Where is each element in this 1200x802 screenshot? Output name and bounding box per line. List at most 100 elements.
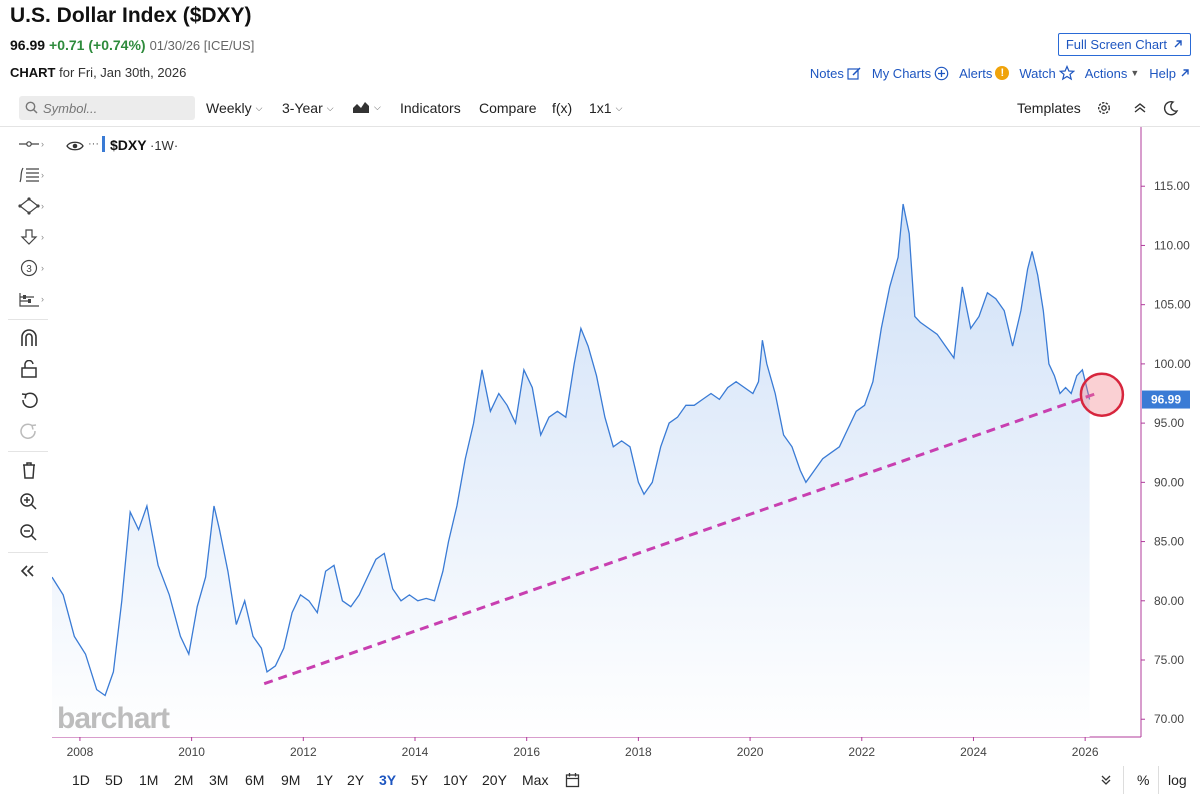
zoom-out-tool[interactable] — [18, 521, 48, 543]
function-button[interactable]: f(x) — [552, 100, 573, 116]
compare-button[interactable]: Compare — [479, 100, 537, 116]
notes-link[interactable]: Notes — [810, 66, 862, 81]
chevron-down-icon: ⌵ — [326, 102, 334, 113]
range-20y[interactable]: 20Y — [482, 772, 507, 788]
x-tick-label: 2018 — [625, 745, 652, 759]
range-10y[interactable]: 10Y — [443, 772, 468, 788]
trend-line[interactable] — [263, 392, 1097, 686]
line-tool[interactable]: › — [18, 133, 48, 155]
range-1y[interactable]: 1Y — [316, 772, 334, 788]
magnet-tool[interactable] — [18, 327, 48, 349]
range-2y[interactable]: 2Y — [347, 772, 365, 788]
fib-tool[interactable]: › — [18, 164, 48, 186]
shape-diamond-icon — [18, 197, 40, 215]
redo-tool[interactable] — [18, 420, 48, 442]
toolbar-divider — [8, 552, 48, 553]
chart-type-dropdown[interactable]: ⌵ — [352, 100, 381, 114]
log-toggle[interactable]: log — [1168, 772, 1187, 788]
svg-text:3: 3 — [26, 264, 32, 275]
full-screen-label: Full Screen Chart — [1065, 37, 1167, 52]
y-tick-label: 75.00 — [1154, 653, 1184, 667]
legend-menu-dots[interactable]: ··· — [88, 138, 99, 150]
arrow-down-icon — [20, 229, 38, 245]
unlock-icon — [21, 360, 37, 378]
x-tick-label: 2020 — [737, 745, 764, 759]
range-3y[interactable]: 3Y — [379, 772, 397, 788]
actions-menu[interactable]: Actions ▼ — [1084, 65, 1140, 81]
range-max[interactable]: Max — [522, 772, 549, 788]
layout-dropdown[interactable]: 1x1 ⌵ — [589, 100, 623, 116]
y-tick-label: 105.00 — [1154, 298, 1191, 312]
zoom-out-icon — [20, 524, 37, 541]
interval-dropdown[interactable]: Weekly ⌵ — [206, 100, 263, 116]
my-charts-link[interactable]: My Charts — [872, 66, 949, 81]
range-5y[interactable]: 5Y — [411, 772, 429, 788]
range-6m[interactable]: 6M — [245, 772, 265, 788]
bottom-divider — [1123, 766, 1124, 794]
zoom-in-tool[interactable] — [18, 490, 48, 512]
expand-down-icon[interactable] — [1100, 774, 1112, 786]
pencil-note-icon — [847, 66, 861, 80]
x-tick-label: 2024 — [960, 745, 987, 759]
chart-legend: ··· $DXY ·1W· — [66, 136, 178, 153]
range-dropdown[interactable]: 3-Year ⌵ — [282, 100, 334, 116]
chart-date-label: CHART for Fri, Jan 30th, 2026 — [10, 65, 187, 80]
price-line — [52, 203, 1091, 697]
barchart-watermark: barchart — [57, 702, 170, 735]
symbol-search-input[interactable] — [19, 96, 195, 120]
templates-button[interactable]: Templates — [1017, 100, 1081, 116]
help-link[interactable]: Help — [1149, 66, 1190, 81]
chevron-right-icon: › — [41, 294, 44, 304]
legend-interval: ·1W· — [150, 138, 178, 153]
measure-tool[interactable]: › — [18, 288, 48, 310]
y-tick-label: 90.00 — [1154, 475, 1184, 489]
calendar-icon[interactable] — [565, 772, 580, 788]
bottom-divider — [1158, 766, 1159, 794]
x-tick-label: 2010 — [178, 745, 205, 759]
lock-tool[interactable] — [18, 358, 48, 380]
indicators-button[interactable]: Indicators — [400, 100, 461, 116]
alerts-link[interactable]: Alerts ! — [959, 66, 1010, 81]
count-tool[interactable]: 3 › — [18, 257, 48, 279]
range-1m[interactable]: 1M — [139, 772, 159, 788]
fibonacci-icon — [19, 167, 39, 183]
toolbar-divider — [8, 319, 48, 320]
shape-tool[interactable]: › — [18, 195, 48, 217]
external-arrow-icon — [1174, 40, 1182, 48]
chevron-right-icon: › — [41, 201, 44, 211]
gear-icon[interactable] — [1096, 100, 1112, 116]
percent-toggle[interactable]: % — [1137, 772, 1150, 788]
range-1d[interactable]: 1D — [72, 772, 90, 788]
collapse-toolbar-button[interactable] — [18, 560, 48, 582]
legend-color-swatch — [102, 136, 105, 152]
arrow-tool[interactable]: › — [18, 226, 48, 248]
collapse-up-icon[interactable] — [1133, 101, 1147, 115]
delete-tool[interactable] — [18, 459, 48, 481]
watch-link[interactable]: Watch — [1019, 65, 1075, 81]
numbered-circle-icon: 3 — [20, 259, 38, 277]
range-2m[interactable]: 2M — [174, 772, 194, 788]
range-5d[interactable]: 5D — [105, 772, 123, 788]
chart-toolbar: Weekly⌵ 3-Year⌵ ⌵ Indicators Compare f(x… — [0, 90, 1200, 127]
full-screen-chart-button[interactable]: Full Screen Chart — [1057, 33, 1191, 56]
range-bar: 1D 5D 1M 2M 3M 6M 9M 1Y 2Y 3Y 5Y 10Y 20Y… — [0, 762, 1200, 802]
price-change: +0.71 (+0.74%) — [49, 37, 146, 53]
range-3m[interactable]: 3M — [209, 772, 229, 788]
undo-tool[interactable] — [18, 389, 48, 411]
chevron-right-icon: › — [41, 139, 44, 149]
y-tick-label: 80.00 — [1154, 594, 1184, 608]
range-9m[interactable]: 9M — [281, 772, 301, 788]
chevron-right-icon: › — [41, 170, 44, 180]
toolbar-divider — [8, 451, 48, 452]
moon-icon[interactable] — [1163, 100, 1179, 116]
price-chart[interactable]: 115.00 110.00 105.00 100.00 95.00 90.00 85.00 8… — [52, 127, 1200, 762]
x-tick-label: 2014 — [402, 745, 429, 759]
y-axis-ticks: 115.00 110.00 105.00 100.00 95.00 90.00 85.00 8… — [1141, 179, 1191, 726]
y-tick-label: 85.00 — [1154, 535, 1184, 549]
magnet-icon — [21, 329, 37, 346]
measure-icon — [19, 293, 39, 307]
eye-icon[interactable] — [66, 141, 84, 151]
chevron-down-icon: ⌵ — [374, 101, 381, 112]
quote-date: 01/30/26 [ICE/US] — [149, 38, 255, 53]
last-price-tag: 96.99 — [1142, 390, 1190, 409]
